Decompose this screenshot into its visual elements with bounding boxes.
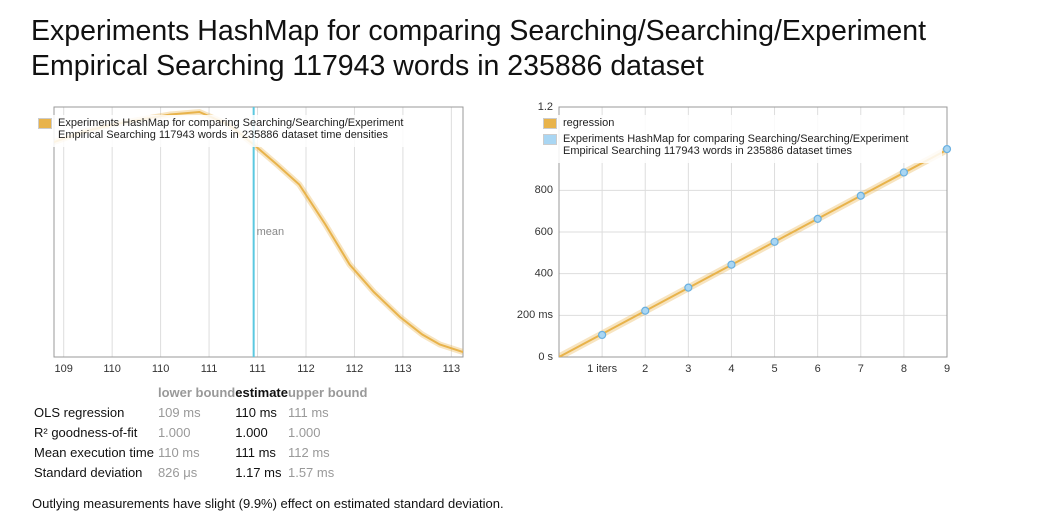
x-tick-label: 111 — [201, 363, 218, 375]
x-tick-label: 110 — [152, 363, 170, 375]
header-cell: lower bound — [157, 384, 236, 400]
x-tick-label: 3 — [685, 363, 691, 375]
cell: 826 μs — [157, 464, 198, 480]
cell: 1.000 — [157, 424, 191, 440]
x-tick-label: 8 — [901, 363, 907, 375]
x-tick-label: 112 — [346, 363, 364, 375]
legend-label: Experiments HashMap for comparing Search… — [563, 133, 909, 157]
sample-point — [684, 283, 693, 292]
sample-point — [641, 306, 650, 315]
legend-entry: Experiments HashMap for comparing Search… — [38, 117, 433, 141]
header-cell — [34, 382, 158, 402]
table-row: Mean execution time 110 ms 111 ms 112 ms — [34, 442, 367, 462]
legend-entry: regression — [543, 117, 938, 129]
cell: 110 ms — [157, 444, 200, 460]
x-tick-label: 5 — [771, 363, 777, 375]
x-tick-label: 111 — [249, 363, 266, 375]
cell: 111 ms — [235, 444, 276, 460]
table-row: R² goodness-of-fit 1.000 1.000 1.000 — [34, 422, 367, 442]
x-tick-label: 2 — [642, 363, 648, 375]
x-tick-label: 4 — [728, 363, 734, 375]
cell: 1.000 — [287, 424, 321, 440]
sample-point — [598, 330, 607, 340]
plot-frame — [558, 106, 948, 358]
x-tick-label: 113 — [394, 363, 412, 375]
cell: 109 ms — [157, 404, 201, 420]
sample-point — [899, 168, 908, 177]
regression-line — [559, 148, 947, 357]
legend-swatch — [543, 118, 557, 129]
sample-point — [727, 260, 736, 269]
cell: 110 ms — [235, 404, 277, 420]
legend-label: regression — [563, 117, 615, 129]
table-row: Standard deviation 826 μs 1.17 ms 1.57 ms — [34, 462, 367, 482]
cell: 1.000 — [235, 424, 268, 440]
legend-entry: Experiments HashMap for comparing Search… — [543, 133, 938, 157]
x-tick-label: 113 — [443, 363, 461, 375]
plot — [559, 146, 947, 357]
x-tick-label: 1 iters — [587, 363, 617, 375]
table-header: lower bound estimate upper bound — [34, 382, 367, 402]
cell: 1.57 ms — [287, 464, 335, 480]
cell: 1.17 ms — [235, 464, 282, 480]
x-tick-label: 112 — [297, 363, 315, 375]
x-tick-label: 9 — [944, 363, 950, 375]
y-tick-label: 800 — [535, 184, 553, 196]
x-tick-label: 110 — [103, 363, 121, 375]
legend-swatch — [543, 134, 557, 145]
mean-label: mean — [257, 226, 285, 238]
row-label: OLS regression — [34, 404, 125, 420]
plot-frame — [53, 106, 464, 358]
row-label: R² goodness-of-fit — [34, 424, 138, 440]
legend: Experiments HashMap for comparing Search… — [36, 115, 437, 147]
stats-table: lower bound estimate upper bound OLS regres… — [34, 382, 367, 482]
x-tick-label: 109 — [55, 363, 73, 375]
sample-point — [942, 144, 952, 154]
legend-label: Experiments HashMap for comparing Search… — [58, 117, 404, 141]
header-cell: estimate — [235, 384, 288, 400]
x-tick-label: 6 — [815, 363, 821, 375]
table-row: OLS regression 109 ms 110 ms 111 ms — [34, 402, 367, 422]
cell: 112 ms — [287, 444, 330, 460]
sample-point — [770, 237, 779, 246]
footnote: Outlying measurements have slight (9.9%)… — [32, 496, 504, 511]
y-tick-label: 400 — [535, 268, 553, 280]
legend: regression Experiments HashMap for compar… — [541, 115, 942, 163]
row-label: Mean execution time — [34, 444, 154, 460]
cell: 111 ms — [287, 404, 329, 420]
legend-swatch — [38, 118, 52, 129]
y-tick-label: 200 ms — [517, 309, 554, 321]
sample-point — [856, 191, 865, 200]
row-label: Standard deviation — [34, 464, 143, 480]
y-tick-label: 600 — [535, 226, 553, 238]
header-cell: upper bound — [287, 384, 368, 400]
sample-point — [813, 214, 822, 223]
x-tick-label: 7 — [858, 363, 864, 375]
y-tick-label: 0 s — [538, 351, 553, 363]
page-title: Experiments HashMap for comparing Search… — [31, 15, 927, 82]
y-tick-label: 1.2 — [538, 101, 553, 113]
